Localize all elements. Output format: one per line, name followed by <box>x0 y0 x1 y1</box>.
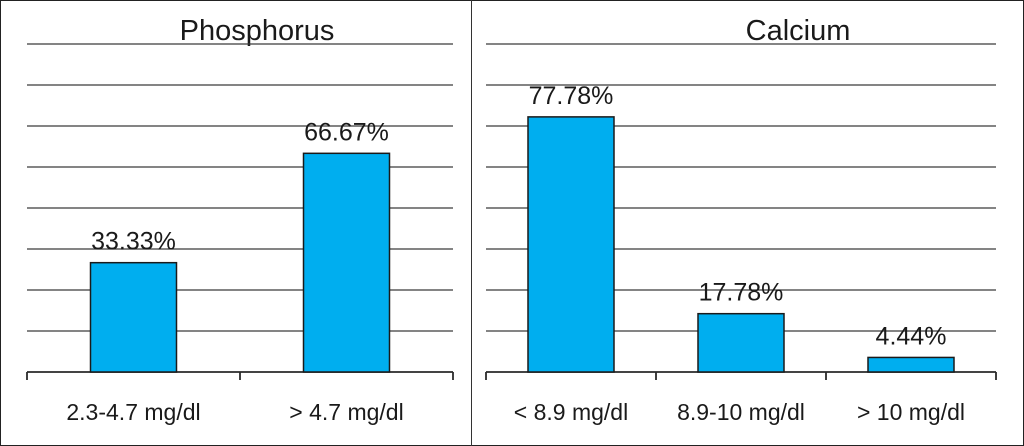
calcium-category-label-lt-8-9: < 8.9 mg/dl <box>514 399 628 425</box>
calcium-value-label-8-9-10: 17.78% <box>699 279 784 307</box>
calcium-bar-gt-10 <box>867 356 955 373</box>
phosphorus-category-label-2-3-4-7: 2.3-4.7 mg/dl <box>66 399 200 425</box>
phosphorus-bar-2-3-4-7 <box>89 261 178 373</box>
calcium-category-label-8-9-10: 8.9-10 mg/dl <box>677 399 805 425</box>
calcium-bar-lt-8-9 <box>527 116 615 373</box>
calcium-value-label-gt-10: 4.44% <box>876 322 947 350</box>
calcium-title: Calcium <box>746 15 851 47</box>
phosphorus-title: Phosphorus <box>180 15 335 47</box>
calcium-bar-8-9-10 <box>697 312 785 373</box>
calcium-value-label-lt-8-9: 77.78% <box>529 82 614 110</box>
phosphorus-category-label-gt-4-7: > 4.7 mg/dl <box>289 399 403 425</box>
phosphorus-bar-gt-4-7 <box>302 152 391 373</box>
calcium-category-label-gt-10: > 10 mg/dl <box>857 399 965 425</box>
panel-divider <box>471 0 472 446</box>
phosphorus-value-label-2-3-4-7: 33.33% <box>91 228 176 256</box>
phosphorus-value-label-gt-4-7: 66.67% <box>304 118 389 146</box>
